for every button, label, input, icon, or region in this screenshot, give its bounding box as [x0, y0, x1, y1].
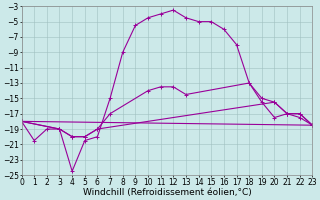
X-axis label: Windchill (Refroidissement éolien,°C): Windchill (Refroidissement éolien,°C)	[83, 188, 251, 197]
